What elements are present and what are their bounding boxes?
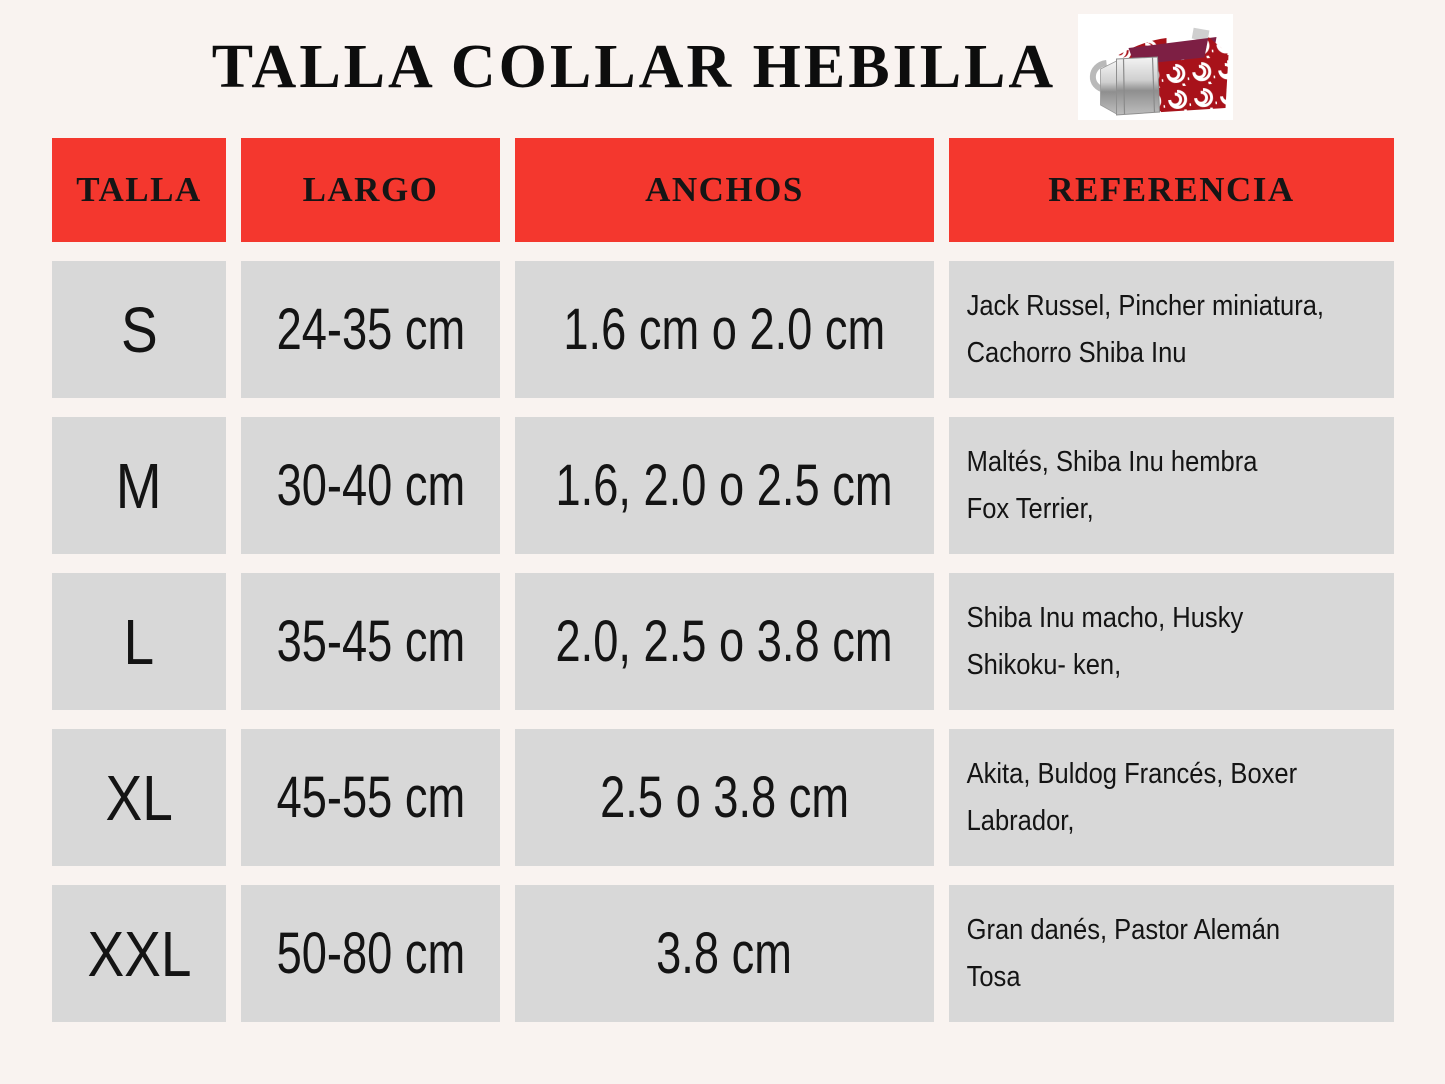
largo-value: 24-35 cm [276,297,465,362]
cell-largo-m: 30-40 cm [241,417,500,554]
cell-largo-xl: 45-55 cm [241,729,500,866]
cell-largo-xxl: 50-80 cm [241,885,500,1022]
cell-anchos-l: 2.0, 2.5 o 3.8 cm [515,573,934,710]
header-largo-label: LARGO [302,170,439,209]
largo-value: 35-45 cm [276,609,465,674]
cell-largo-s: 24-35 cm [241,261,500,398]
talla-value: XL [105,761,173,834]
talla-value: S [120,293,158,366]
talla-value: M [116,449,162,522]
cell-referencia-xl: Akita, Buldog Francés, Boxer Labrador, [949,729,1394,866]
cell-largo-l: 35-45 cm [241,573,500,710]
referencia-line: Shikoku- ken, [966,648,1122,681]
cell-talla-m: M [52,417,226,554]
referencia-text: Shiba Inu macho, Husky Shikoku- ken, [949,595,1244,689]
anchos-value: 1.6 cm o 2.0 cm [563,297,886,362]
referencia-line: Jack Russel, Pincher miniatura, [966,289,1325,322]
referencia-line: Gran danés, Pastor Alemán [966,913,1281,946]
largo-value: 30-40 cm [276,453,465,518]
largo-value: 50-80 cm [276,921,465,986]
anchos-value: 1.6, 2.0 o 2.5 cm [556,453,893,518]
size-table: TALLA LARGO ANCHOS REFERENCIA S 24-35 cm… [52,138,1394,1022]
collar-photo-illustration [1080,15,1231,119]
collar-product-photo [1078,14,1234,120]
referencia-text: Maltés, Shiba Inu hembra Fox Terrier, [949,439,1258,533]
referencia-line: Tosa [966,960,1021,993]
cell-anchos-xl: 2.5 o 3.8 cm [515,729,934,866]
cell-referencia-l: Shiba Inu macho, Husky Shikoku- ken, [949,573,1394,710]
referencia-text: Jack Russel, Pincher miniatura, Cachorro… [949,283,1324,377]
header-anchos-label: ANCHOS [645,170,804,209]
cell-talla-xl: XL [52,729,226,866]
header-largo: LARGO [241,138,500,242]
cell-anchos-s: 1.6 cm o 2.0 cm [515,261,934,398]
anchos-value: 3.8 cm [656,921,793,986]
cell-anchos-xxl: 3.8 cm [515,885,934,1022]
referencia-text: Gran danés, Pastor Alemán Tosa [949,907,1281,1001]
title-row: TALLA COLLAR HEBILLA [0,8,1445,126]
anchos-value: 2.5 o 3.8 cm [600,765,849,830]
referencia-line: Maltés, Shiba Inu hembra [966,445,1258,478]
cell-talla-s: S [52,261,226,398]
page-title: TALLA COLLAR HEBILLA [211,32,1057,101]
header-referencia-label: REFERENCIA [1048,170,1295,209]
header-referencia: REFERENCIA [949,138,1394,242]
referencia-line: Cachorro Shiba Inu [966,336,1187,369]
talla-value: XXL [86,917,192,990]
header-anchos: ANCHOS [515,138,934,242]
header-talla: TALLA [52,138,226,242]
header-talla-label: TALLA [76,170,202,209]
referencia-line: Labrador, [966,804,1075,837]
cell-talla-l: L [52,573,226,710]
referencia-line: Akita, Buldog Francés, Boxer [966,757,1298,790]
cell-talla-xxl: XXL [52,885,226,1022]
cell-referencia-m: Maltés, Shiba Inu hembra Fox Terrier, [949,417,1394,554]
referencia-line: Shiba Inu macho, Husky [966,601,1244,634]
cell-anchos-m: 1.6, 2.0 o 2.5 cm [515,417,934,554]
anchos-value: 2.0, 2.5 o 3.8 cm [556,609,893,674]
talla-value: L [123,605,155,678]
cell-referencia-s: Jack Russel, Pincher miniatura, Cachorro… [949,261,1394,398]
largo-value: 45-55 cm [276,765,465,830]
cell-referencia-xxl: Gran danés, Pastor Alemán Tosa [949,885,1394,1022]
referencia-text: Akita, Buldog Francés, Boxer Labrador, [949,751,1298,845]
referencia-line: Fox Terrier, [966,492,1094,525]
